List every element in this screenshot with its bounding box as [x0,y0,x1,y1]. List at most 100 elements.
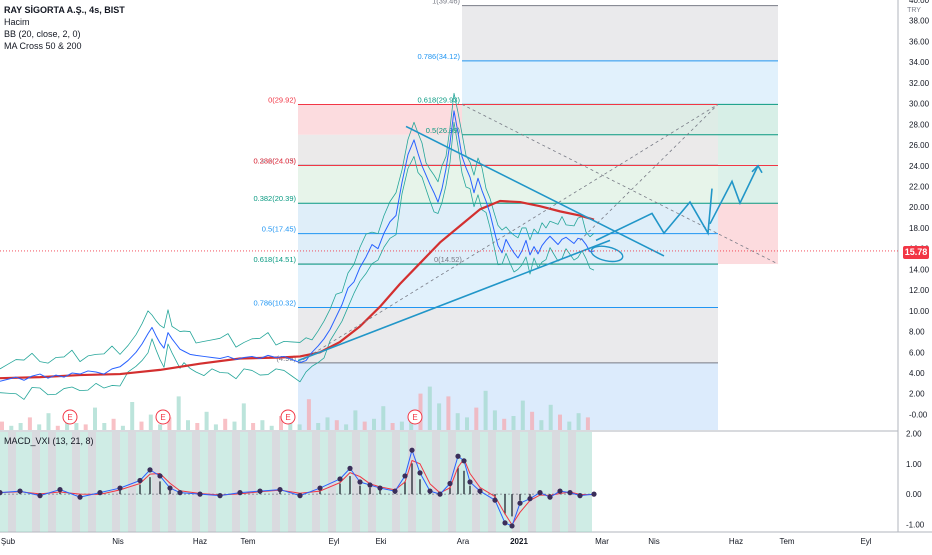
time-label-11: Tem [779,537,794,546]
macd-bg-stripe-69 [552,432,560,532]
volume-bar-42 [390,423,395,430]
volume-bar-18 [167,417,172,430]
volume-bar-63 [585,417,590,430]
volume-bar-61 [567,421,572,430]
chart-legend: RAY SİGORTA A.Ş., 4s, BIST Hacim BB (20,… [4,4,125,52]
volume-bar-48 [446,396,451,430]
macd-bg-stripe-41 [328,432,336,532]
volume-bar-21 [195,423,200,430]
fib-zone-11 [718,203,778,265]
fib-label-6: 0.236(24.03) [253,156,296,165]
time-label-7: 2021 [510,537,528,546]
fib-zone-10 [298,362,718,430]
macd-dot-34 [477,488,483,494]
volume-bar-50 [465,417,469,430]
price-tick-12: 24.00 [909,162,930,171]
macd-bg-stripe-29 [232,432,240,532]
macd-bg-stripe-49 [392,432,400,532]
macd-bg-stripe-2 [16,432,24,532]
macd-dot-27 [417,470,423,476]
macd-dot-40 [537,490,543,496]
fib-zone-0 [462,5,778,61]
volume-bar-3 [27,417,32,430]
volume-bar-49 [455,413,460,430]
volume-bar-57 [530,411,535,430]
macd-bg-stripe-40 [320,432,328,532]
price-line [0,110,595,382]
macd-bg-stripe-65 [520,432,528,532]
price-tick-16: 32.00 [909,79,930,88]
fib-label-3: 0(29.92) [268,95,296,104]
macd-tick-1: 0.00 [906,490,922,499]
macd-dot-20 [347,465,353,471]
volume-bar-17 [158,424,163,430]
volume-bar-47 [437,403,442,430]
earnings-label-0: E [67,413,72,422]
earnings-marker-0 [62,409,78,425]
currency-label: TRY [907,7,921,14]
macd-dot-10 [167,485,173,491]
volume-bar-29 [269,425,274,430]
macd-dot-14 [237,490,243,496]
macd-dot-45 [591,491,597,497]
fib-label-1: 0.786(34.12) [417,52,460,61]
price-tick-0: -0.00 [909,410,928,419]
ma-cross-legend[interactable]: MA Cross 50 & 200 [4,41,82,51]
volume-bar-4 [37,424,42,430]
macd-dot-11 [177,490,183,496]
macd-bg-stripe-22 [176,432,184,532]
resistance-trendline [405,125,665,257]
macd-dot-7 [137,477,143,484]
price-tick-5: 10.00 [909,307,930,316]
volume-legend[interactable]: Hacim [4,17,30,27]
macd-bg-stripe-55 [440,432,448,532]
macd-dot-30 [447,480,453,487]
price-tick-13: 26.00 [909,141,930,150]
macd-bg-stripe-24 [192,432,200,532]
macd-bg-stripe-28 [224,432,232,532]
volume-bar-62 [576,413,581,430]
macd-dot-18 [317,485,323,491]
macd-bg-stripe-68 [544,432,552,532]
volume-bar-39 [362,421,367,430]
macd-bg-stripe-21 [168,432,176,532]
time-label-1: Nis [112,537,124,546]
macd-bg-stripe-7 [56,432,64,532]
volume-bar-9 [83,424,88,430]
macd-bg-stripe-46 [368,432,376,532]
fib-label-10: 0.618(14.51) [253,255,296,264]
price-tick-18: 36.00 [909,37,930,46]
macd-bg-stripe-66 [528,432,536,532]
macd-legend[interactable]: MACD_VXI (13, 21, 8) [4,436,94,446]
macd-bg-stripe-6 [48,432,56,532]
macd-dot-43 [567,490,573,496]
macd-bg-stripe-45 [360,432,368,532]
volume-bar-51 [474,407,479,430]
volume-bar-27 [251,423,256,430]
macd-dot-31 [455,453,461,459]
macd-bg-stripe-39 [312,432,320,532]
price-tick-17: 34.00 [909,58,930,67]
fib-label-2: 0.618(29.93) [417,95,460,104]
macd-dot-3 [57,486,63,493]
macd-bg-stripe-10 [80,432,88,532]
projection-arrowhead [751,164,763,174]
symbol-title[interactable]: RAY SİGORTA A.Ş., 4s, BIST [4,5,125,15]
macd-bg-stripe-50 [400,432,408,532]
fib-zone-8 [298,264,718,308]
fib-label-11: 0.786(10.32) [253,299,296,308]
macd-dot-2 [37,493,43,499]
price-tick-6: 12.00 [909,286,930,295]
volume-bar-33 [306,399,311,430]
time-label-2: Haz [193,537,207,546]
macd-bg-stripe-33 [264,432,272,532]
volume-bar-54 [502,418,507,430]
bollinger-legend[interactable]: BB (20, close, 2, 0) [4,29,81,39]
macd-dot-32 [461,458,467,464]
volume-bar-56 [520,400,525,430]
macd-bg-stripe-61 [488,432,496,532]
volume-bar-20 [186,420,190,430]
volume-bar-28 [260,420,265,430]
